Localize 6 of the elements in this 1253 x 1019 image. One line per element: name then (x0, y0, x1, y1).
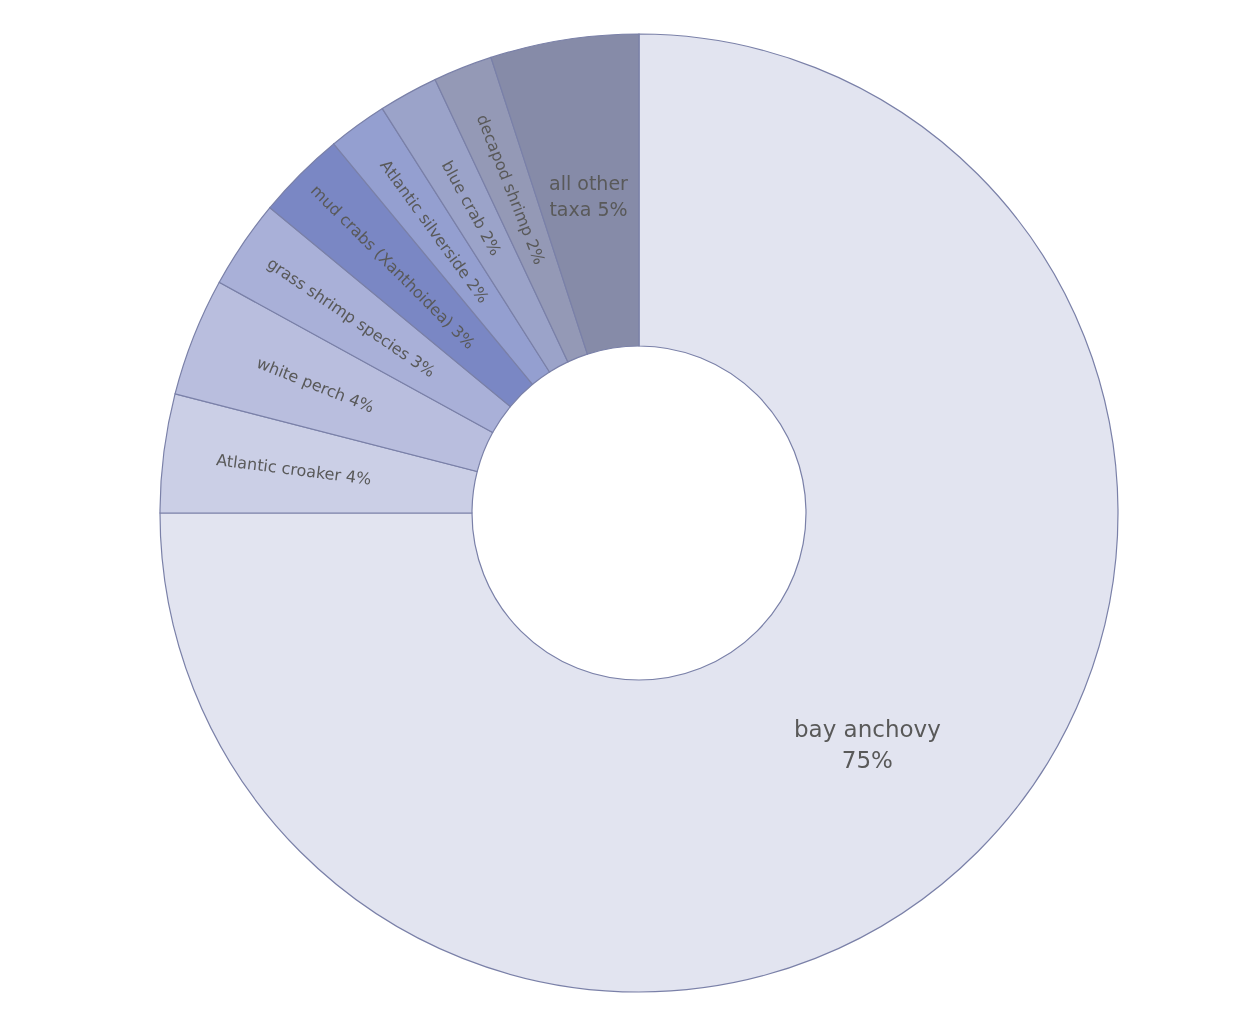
donut-slice (159, 33, 1119, 993)
slice-label: all other taxa 5% (549, 172, 629, 220)
data-label: 75% (841, 746, 893, 773)
slice-label: white perch 4% (254, 353, 377, 417)
slice-label: Atlantic croaker 4% (215, 450, 373, 489)
slice-label: bay anchovy (793, 715, 941, 742)
